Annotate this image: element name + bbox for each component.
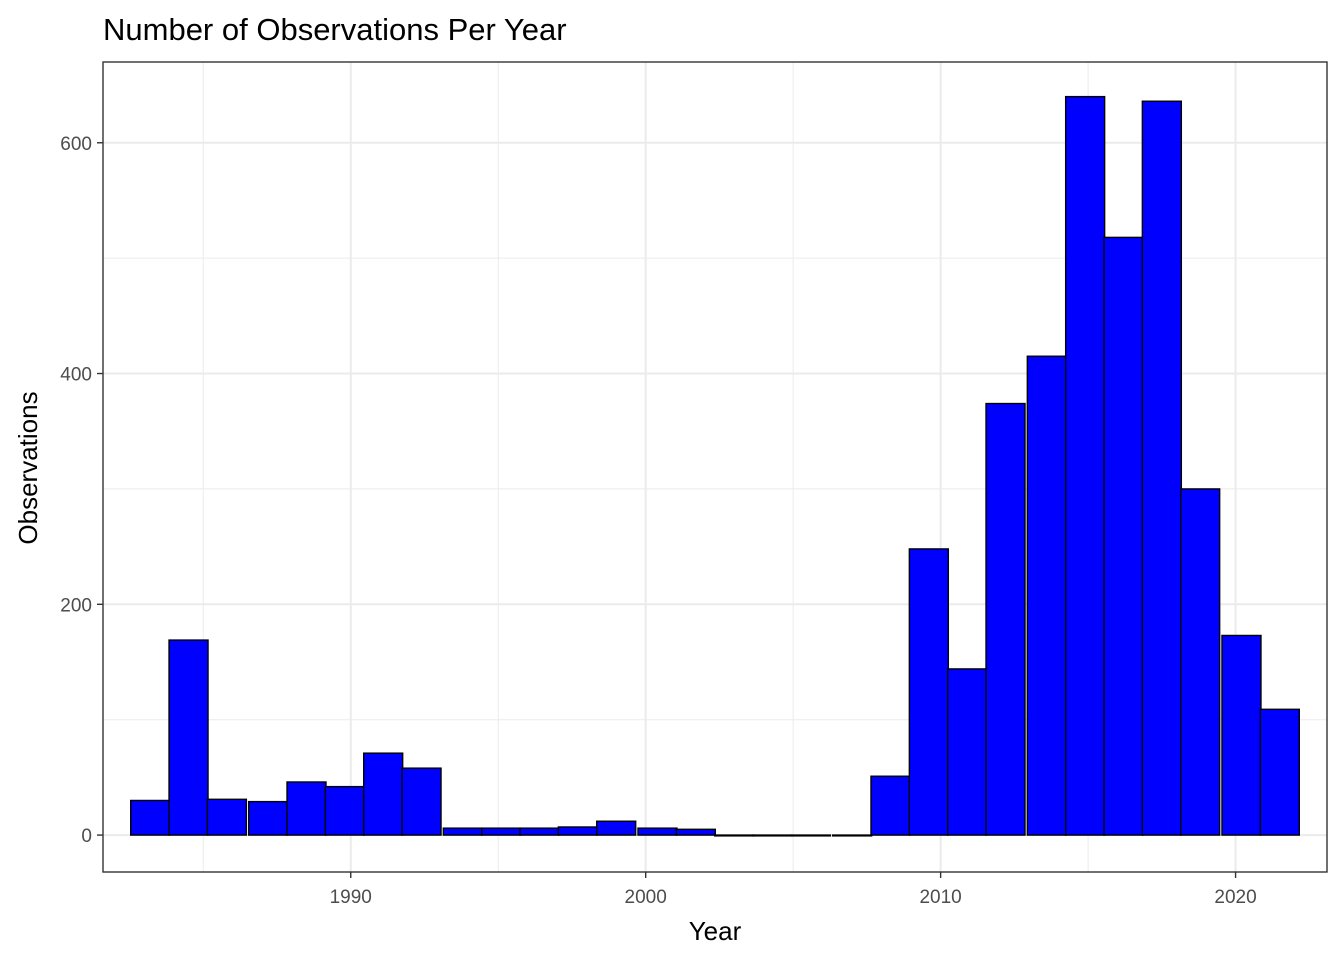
x-tick-label: 1990 (330, 887, 372, 908)
x-tick-label: 2020 (1214, 887, 1256, 908)
histogram-bar (1259, 708, 1300, 836)
panel-border (102, 61, 1328, 873)
histogram-bar (1141, 100, 1183, 836)
histogram-bar (946, 668, 988, 836)
histogram-bar (870, 775, 911, 836)
chart-title: Number of Observations Per Year (103, 12, 567, 47)
histogram-bar (1179, 488, 1221, 836)
histogram-bar (324, 785, 366, 836)
histogram-bar (168, 639, 209, 836)
y-tick-label: 0 (81, 826, 92, 847)
histogram-bar (596, 820, 637, 836)
x-axis-title: Year (689, 916, 742, 946)
histogram-bar (752, 834, 793, 837)
histogram-bar (985, 402, 1026, 836)
histogram-bar (790, 834, 832, 837)
histogram-bar (519, 827, 560, 836)
y-tick-label: 200 (60, 595, 92, 616)
histogram-bar (401, 767, 442, 836)
y-tick-label: 400 (60, 365, 92, 386)
histogram-bar (1221, 634, 1262, 836)
histogram-bar (831, 834, 873, 837)
histogram-bar (286, 781, 327, 836)
histogram-bar (557, 826, 599, 836)
histogram-bar (713, 834, 755, 837)
histogram-bar (363, 752, 404, 836)
histogram-bar (130, 799, 171, 836)
plot-panel: 1990 2000 2010 2020 0 200 400 600 (60, 61, 1328, 908)
histogram-bar (480, 827, 522, 836)
histogram-bar (1103, 236, 1144, 836)
histogram-bar (637, 827, 678, 836)
histogram-bar (675, 828, 717, 836)
histogram-bar (1026, 355, 1067, 836)
histogram-bar (442, 827, 484, 836)
x-tick-label: 2010 (919, 887, 961, 908)
histogram-bar (206, 798, 248, 836)
x-tick-label: 2000 (625, 887, 667, 908)
histogram-bar (247, 800, 289, 836)
y-tick-label: 600 (60, 134, 92, 155)
histogram-bar (908, 548, 950, 836)
y-axis-title: Observations (13, 391, 43, 544)
histogram-bar (1064, 95, 1106, 836)
